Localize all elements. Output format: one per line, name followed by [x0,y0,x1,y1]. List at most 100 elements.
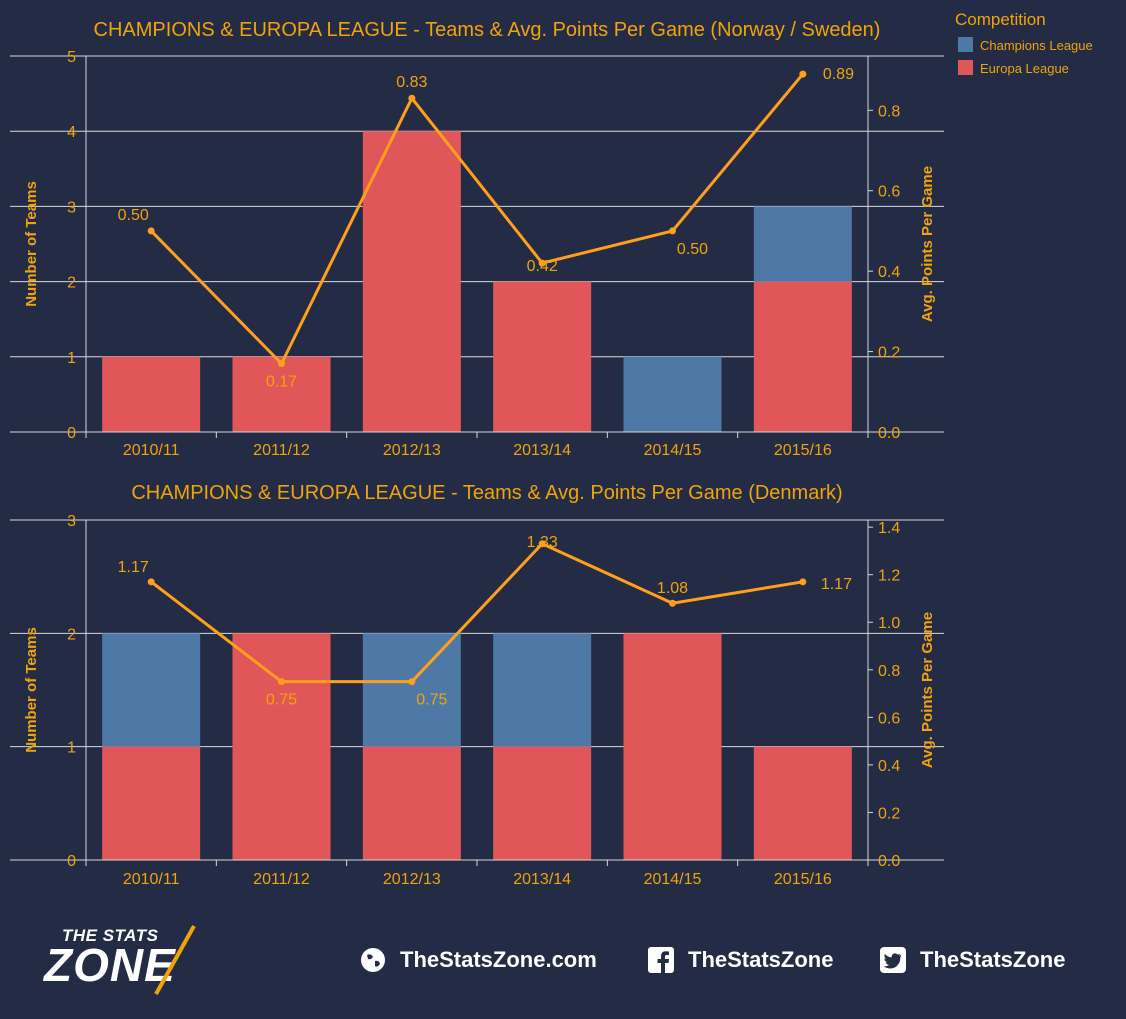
twitter-icon [878,945,908,975]
chart1-x-tick-label: 2011/12 [253,442,310,459]
chart1-bar-champions-2015-16 [753,206,852,282]
chart2-y-tick-label: 2 [67,626,76,643]
chart2-x-tick-label: 2012/13 [383,871,441,888]
footer [0,900,1126,1019]
logo-top-text: THE STATS [62,926,159,945]
chart-canvas: CHAMPIONS & EUROPA LEAGUE - Teams & Avg.… [10,10,1093,888]
globe-icon [358,945,388,975]
chart2-x-tick-label: 2010/11 [123,871,180,888]
chart1-y2-tick-label: 0.8 [878,103,900,120]
chart2-data-label: 1.17 [821,576,852,593]
chart1-x-tick-label: 2010/11 [123,442,180,459]
chart1-y-tick-label: 0 [67,425,76,442]
chart1-avg-points-marker [278,360,285,368]
chart1-avg-points-line [150,73,804,366]
chart1-title: CHAMPIONS & EUROPA LEAGUE - Teams & Avg.… [94,19,881,41]
chart1-bar-europa-2013-14 [493,281,592,432]
stats-zone-logo: THE STATS ZONE [40,920,240,1000]
logo-bottom-text: ZONE [44,939,176,991]
chart2-bar-europa-2014-15 [623,633,722,860]
chart1-x-tick-label: 2015/16 [774,442,832,459]
chart2-data-label: 1.33 [527,534,558,551]
chart1-bar-europa-2012-13 [362,131,461,432]
chart1-y2-tick-label: 0.4 [878,264,900,281]
legend-swatch [958,37,973,52]
chart1-y-tick-label: 3 [67,199,76,216]
chart1-data-label: 0.42 [527,258,558,275]
chart1-bar-europa-2010-11 [102,356,201,432]
legend-label: Europa League [980,61,1069,76]
chart2-x-tick-label: 2014/15 [644,871,702,888]
chart1-y-tick-label: 1 [67,350,76,367]
chart1-avg-points-marker [799,70,807,78]
chart1-y-tick-label: 5 [67,49,76,66]
facebook-link[interactable]: TheStatsZone [646,940,833,980]
chart2-y2-axis-title: Avg. Points Per Game [919,612,936,768]
chart2-data-label: 1.08 [657,580,688,597]
legend-swatch [958,60,973,75]
chart1-avg-points-marker [669,227,676,235]
chart1-y2-axis-title: Avg. Points Per Game [919,166,936,322]
chart2-y2-tick-label: 0.2 [878,805,900,822]
chart1-data-label: 0.89 [823,66,854,83]
website-link[interactable]: TheStatsZone.com [358,940,597,980]
chart2-y2-tick-label: 0.4 [878,758,900,775]
chart2-y2-tick-label: 0.8 [878,663,900,680]
chart2-y2-tick-label: 0.0 [878,853,900,870]
legend-label: Champions League [980,38,1093,53]
website-text: TheStatsZone.com [400,947,597,972]
chart1-y2-tick-label: 0.2 [878,345,900,362]
chart2-data-label: 1.17 [118,559,149,576]
chart1-data-label: 0.83 [396,74,427,91]
chart1-y2-tick-label: 0.6 [878,184,900,201]
chart2-bar-europa-2013-14 [493,746,592,860]
twitter-link[interactable]: TheStatsZone [878,940,1065,980]
chart2-x-tick-label: 2013/14 [513,871,571,888]
chart2-title: CHAMPIONS & EUROPA LEAGUE - Teams & Avg.… [131,482,842,504]
chart2-bar-europa-2011-12 [232,633,331,860]
chart1-avg-points-marker [408,94,416,102]
chart1-y2-tick-label: 0.0 [878,425,900,442]
legend-title: Competition [955,10,1046,29]
chart2-avg-points-marker [278,678,285,686]
chart2-bar-europa-2015-16 [753,746,852,860]
chart1-avg-points-marker [538,259,546,267]
chart1-bar-champions-2014-15 [623,356,722,432]
facebook-icon [646,945,676,975]
chart2-avg-points-marker [799,578,807,586]
chart1-y-tick-label: 4 [67,124,76,141]
chart1-x-tick-label: 2014/15 [644,442,702,459]
chart1-x-tick-label: 2012/13 [383,442,441,459]
chart2-bar-europa-2010-11 [102,746,201,860]
chart2-data-label: 0.75 [266,692,297,709]
chart2-y-tick-label: 0 [67,853,76,870]
chart2-avg-points-marker [538,540,546,548]
chart2-bar-champions-2013-14 [493,633,592,747]
chart2-bar-champions-2012-13 [362,633,461,747]
chart2-y2-tick-label: 1.2 [878,568,900,585]
chart1-bar-europa-2015-16 [753,281,852,432]
chart2-y2-tick-label: 1.0 [878,615,900,632]
chart2-x-tick-label: 2015/16 [774,871,832,888]
chart2-avg-points-marker [147,578,155,586]
chart1-x-tick-label: 2013/14 [513,442,571,459]
chart2-bar-europa-2012-13 [362,746,461,860]
chart2-y-axis-title: Number of Teams [23,627,40,753]
chart2-y2-tick-label: 1.4 [878,520,900,537]
chart1-y-axis-title: Number of Teams [23,181,40,307]
chart1-data-label: 0.50 [677,241,708,258]
logo-swoosh-icon [154,925,196,995]
chart2-x-tick-label: 2011/12 [253,871,310,888]
chart2-avg-points-marker [669,599,676,607]
chart2-y2-tick-label: 0.6 [878,710,900,727]
chart2-data-label: 0.75 [416,692,447,709]
chart1-y-tick-label: 2 [67,275,76,292]
facebook-text: TheStatsZone [688,947,834,972]
twitter-text: TheStatsZone [920,947,1066,972]
chart1-avg-points-marker [147,227,155,235]
chart2-bar-champions-2010-11 [102,633,201,747]
chart1-data-label: 0.17 [266,374,297,391]
chart1-bar-europa-2011-12 [232,356,331,432]
chart2-avg-points-marker [408,678,416,686]
chart2-y-tick-label: 3 [67,513,76,530]
